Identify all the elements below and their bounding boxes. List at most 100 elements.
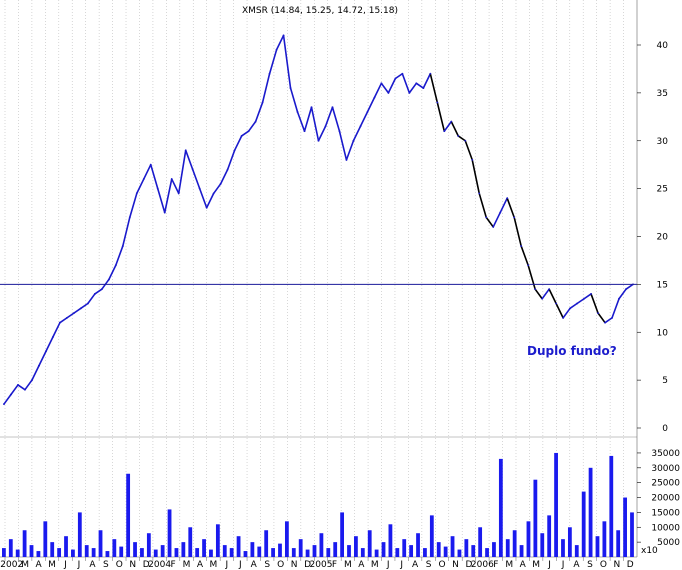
volume-bar [57, 548, 62, 557]
price-segment [436, 101, 446, 132]
volume-bar [381, 542, 386, 557]
volume-bar [284, 521, 289, 557]
x-tick-label: O [277, 560, 284, 570]
volume-tick-label: 10000 [651, 523, 680, 533]
x-tick-label: J [561, 560, 565, 570]
price-segment [499, 197, 509, 214]
price-point [10, 393, 12, 396]
y-tick-label: 15 [657, 280, 668, 290]
price-point [240, 135, 243, 137]
price-segment [506, 197, 515, 219]
price-segment [317, 125, 327, 142]
y-tick-label: 35 [657, 89, 668, 99]
price-point [254, 120, 257, 123]
volume-bar [167, 509, 172, 557]
price-point [464, 139, 467, 142]
price-segment [324, 106, 334, 128]
price-segment [380, 82, 390, 94]
price-point [618, 297, 620, 300]
price-segment [352, 125, 362, 142]
volume-bar [126, 473, 131, 557]
volume-bar [388, 524, 393, 557]
price-point [212, 192, 215, 195]
price-point [135, 192, 138, 195]
volume-bar [229, 548, 234, 557]
volume-bar [333, 542, 338, 557]
volume-bar [36, 551, 41, 557]
price-point [45, 350, 47, 353]
volume-bar [215, 524, 220, 557]
price-segment [401, 72, 411, 94]
x-tick-label: A [197, 560, 204, 570]
price-y-axis: 0 5 10 15 20 25 30 35 40 [637, 41, 668, 434]
volume-bar [574, 545, 579, 557]
price-point [506, 197, 509, 200]
volume-tick-label: 25000 [651, 479, 680, 489]
x-tick-label: A [412, 560, 419, 570]
price-point [177, 192, 180, 195]
price-point [527, 264, 530, 267]
price-segment [108, 264, 117, 281]
x-tick-label: M [505, 560, 513, 570]
price-point [380, 82, 383, 85]
price-segment [10, 384, 19, 396]
volume-bar [77, 512, 82, 557]
volume-bar [291, 548, 296, 557]
price-point [156, 187, 159, 190]
price-segment [59, 317, 68, 324]
x-tick-label: M [210, 560, 218, 570]
price-segment [555, 302, 564, 319]
price-segment [31, 364, 40, 381]
price-point [128, 216, 131, 219]
price-point [114, 264, 117, 267]
x-tick-label: S [426, 560, 432, 570]
price-segment [282, 34, 292, 89]
price-point [296, 111, 299, 113]
volume-bar [174, 548, 179, 557]
volume-bar [519, 545, 524, 557]
price-segment [52, 321, 61, 338]
volume-bar [2, 548, 6, 557]
price-segment [247, 120, 257, 132]
price-point [373, 96, 376, 99]
x-tick-label: D [304, 560, 311, 570]
price-point [72, 312, 75, 314]
x-tick-label: M [48, 560, 56, 570]
price-point [121, 245, 124, 247]
price-segment [527, 264, 536, 290]
price-point [310, 106, 313, 109]
price-point [555, 302, 558, 305]
y-tick-label: 40 [657, 41, 669, 51]
volume-bar [243, 551, 248, 557]
price-point [170, 178, 173, 180]
volume-bar [492, 542, 496, 557]
volume-bar [367, 530, 372, 557]
volume-bar [22, 530, 27, 557]
price-segment [289, 87, 299, 113]
volume-bar [195, 548, 200, 557]
volume-bar [340, 512, 345, 557]
x-tick-label: J [399, 560, 403, 570]
price-segment [129, 192, 138, 219]
volume-bar [374, 549, 379, 557]
price-segment [583, 293, 592, 300]
price-point [436, 101, 439, 104]
volume-bar [471, 545, 476, 557]
volume-bar [581, 491, 586, 557]
price-segment [562, 307, 571, 319]
price-segment [520, 245, 529, 267]
price-point [345, 159, 348, 161]
y-tick-label: 20 [657, 233, 669, 243]
price-segment [135, 178, 145, 195]
price-segment [429, 72, 439, 104]
volume-bar [91, 548, 96, 557]
volume-bar [71, 549, 75, 557]
price-segment [373, 82, 383, 99]
price-point [331, 106, 334, 109]
volume-bar [305, 549, 310, 557]
price-point [576, 302, 578, 305]
price-point [31, 379, 33, 382]
volume-bar [561, 539, 565, 557]
price-segment [366, 96, 376, 113]
